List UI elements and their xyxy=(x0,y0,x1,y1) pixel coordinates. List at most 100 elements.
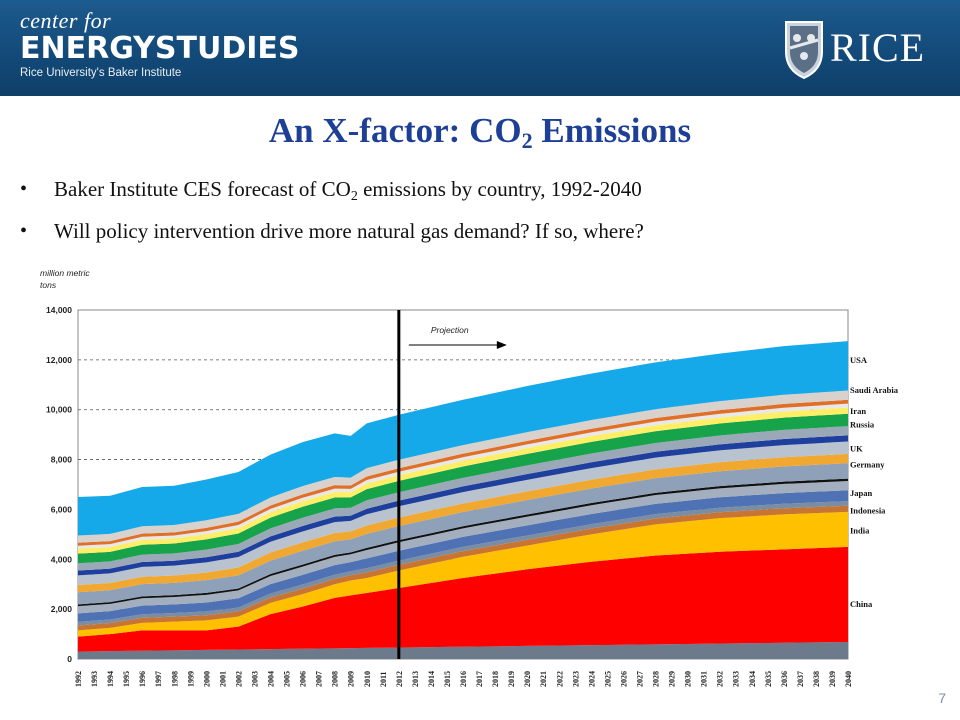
x-tick-label: 2002 xyxy=(234,671,243,687)
x-tick-label: 2000 xyxy=(202,671,211,687)
x-tick-label: 1992 xyxy=(74,671,83,687)
x-tick-label: 2020 xyxy=(523,671,532,687)
x-tick-label: 2036 xyxy=(780,671,789,687)
title-main: An X-factor: CO xyxy=(268,111,522,150)
series-label-japan: Japan xyxy=(850,488,872,498)
x-tick-label: 2031 xyxy=(700,671,709,687)
y-tick-label: 6,000 xyxy=(51,504,73,514)
series-area-japan xyxy=(78,490,848,622)
title-rest: Emissions xyxy=(532,111,692,150)
y-tick-label: 14,000 xyxy=(46,305,72,315)
logo-line-3: Rice University's Baker Institute xyxy=(20,67,182,79)
y-tick-label: 8,000 xyxy=(51,455,73,465)
series-label-germany: Germany xyxy=(850,460,885,470)
y-axis-title-line-2: tons xyxy=(40,280,57,290)
x-tick-label: 2040 xyxy=(844,671,853,687)
x-tick-label: 1995 xyxy=(122,671,131,687)
series-area-india xyxy=(78,511,848,637)
bullet-list: Baker Institute CES forecast of CO2 emis… xyxy=(20,172,940,248)
series-area-mixed-1 xyxy=(78,501,848,626)
x-tick-label: 2035 xyxy=(764,671,773,687)
rice-logo: RICE xyxy=(782,18,942,80)
series-area-black-line-band xyxy=(78,478,848,607)
series-label-russia: Russia xyxy=(850,420,875,430)
series-area-mixed-5 xyxy=(78,426,848,571)
x-tick-label: 2038 xyxy=(812,671,821,687)
projection-arrow-head xyxy=(496,341,507,349)
x-tick-label: 2025 xyxy=(603,671,612,687)
series-label-usa: USA xyxy=(850,355,868,365)
title-subscript: 2 xyxy=(521,128,533,153)
bullet-1-subscript: 2 xyxy=(350,189,358,204)
x-tick-label: 2032 xyxy=(716,671,725,687)
series-label-china: China xyxy=(850,599,873,609)
rice-wordmark: RICE xyxy=(830,25,926,70)
y-tick-label: 10,000 xyxy=(46,405,72,415)
series-area-russia xyxy=(78,413,848,564)
series-area-mixed-4 xyxy=(78,441,848,586)
y-tick-label: 12,000 xyxy=(46,355,72,365)
x-tick-label: 2016 xyxy=(459,671,468,687)
x-tick-label: 2006 xyxy=(299,671,308,687)
x-tick-label: 2018 xyxy=(491,671,500,687)
x-tick-label: 2028 xyxy=(652,671,661,687)
x-tick-label: 2013 xyxy=(411,671,420,687)
x-tick-label: 2024 xyxy=(587,671,596,687)
y-tick-label: 4,000 xyxy=(51,554,73,564)
series-area-iran xyxy=(78,407,848,554)
bullet-1-before: Baker Institute CES forecast of CO xyxy=(54,177,351,201)
series-area-mixed-7 xyxy=(78,390,848,543)
series-area-base xyxy=(78,641,848,659)
bullet-2-text: Will policy intervention drive more natu… xyxy=(54,219,644,243)
x-tick-label: 2022 xyxy=(555,671,564,687)
x-tick-label: 2034 xyxy=(748,671,757,687)
x-tick-label: 2004 xyxy=(267,671,276,687)
x-tick-label: 2014 xyxy=(427,671,436,687)
series-area-indonesia xyxy=(78,505,848,631)
series-label-iran: Iran xyxy=(850,406,866,416)
bullet-item-2: Will policy intervention drive more natu… xyxy=(20,214,940,248)
page-number: 7 xyxy=(938,690,946,706)
series-area-mixed-2 xyxy=(78,480,848,614)
series-label-saudi-arabia: Saudi Arabia xyxy=(850,385,899,395)
x-tick-label: 2039 xyxy=(828,671,837,687)
x-tick-label: 1999 xyxy=(186,671,195,687)
series-area-uk xyxy=(78,435,848,576)
x-tick-label: 2019 xyxy=(507,671,516,687)
x-tick-label: 1994 xyxy=(106,671,115,687)
x-tick-label: 2027 xyxy=(635,671,644,687)
x-tick-label: 2021 xyxy=(539,671,548,687)
series-area-mixed-3 xyxy=(78,463,848,605)
x-tick-label: 2037 xyxy=(796,671,805,687)
ces-logo: center for ENERGYSTUDIES Rice University… xyxy=(20,10,299,80)
header-banner: center for ENERGYSTUDIES Rice University… xyxy=(0,0,960,96)
co2-stacked-area-chart: 0 2,000 4,000 6,000 8,000 10,000 12,000 14,000 P… xyxy=(40,268,899,687)
y-tick-label: 2,000 xyxy=(51,604,73,614)
y-axis-title-line-1: million metric xyxy=(40,268,90,278)
x-tick-label: 1997 xyxy=(154,671,163,687)
x-tick-label: 1998 xyxy=(170,671,179,687)
owl-shield-icon xyxy=(785,21,823,80)
x-tick-label: 2026 xyxy=(619,671,628,687)
x-tick-label: 2005 xyxy=(283,671,292,687)
x-tick-label: 1993 xyxy=(90,671,99,687)
series-area-germany xyxy=(78,453,848,593)
bullet-1-after: emissions by country, 1992-2040 xyxy=(357,177,642,201)
x-tick-label: 2009 xyxy=(347,671,356,687)
x-tick-label: 2011 xyxy=(379,671,388,687)
x-tick-label: 2015 xyxy=(443,671,452,687)
series-label-india: India xyxy=(850,526,870,536)
x-tick-label: 2008 xyxy=(331,671,340,687)
x-tick-label: 2007 xyxy=(315,671,324,687)
x-tick-label: 2003 xyxy=(250,671,259,687)
series-area-china xyxy=(78,546,848,652)
x-tick-label: 1996 xyxy=(138,671,147,687)
series-area-usa xyxy=(78,341,848,536)
x-tick-label: 2030 xyxy=(684,671,693,687)
x-tick-label: 2001 xyxy=(218,671,227,687)
x-tick-label: 2017 xyxy=(475,671,484,687)
series-label-uk: UK xyxy=(850,443,863,453)
bullet-item-1: Baker Institute CES forecast of CO2 emis… xyxy=(20,172,940,214)
projection-label: Projection xyxy=(431,325,469,335)
slide-title: An X-factor: CO2 Emissions xyxy=(0,108,960,164)
